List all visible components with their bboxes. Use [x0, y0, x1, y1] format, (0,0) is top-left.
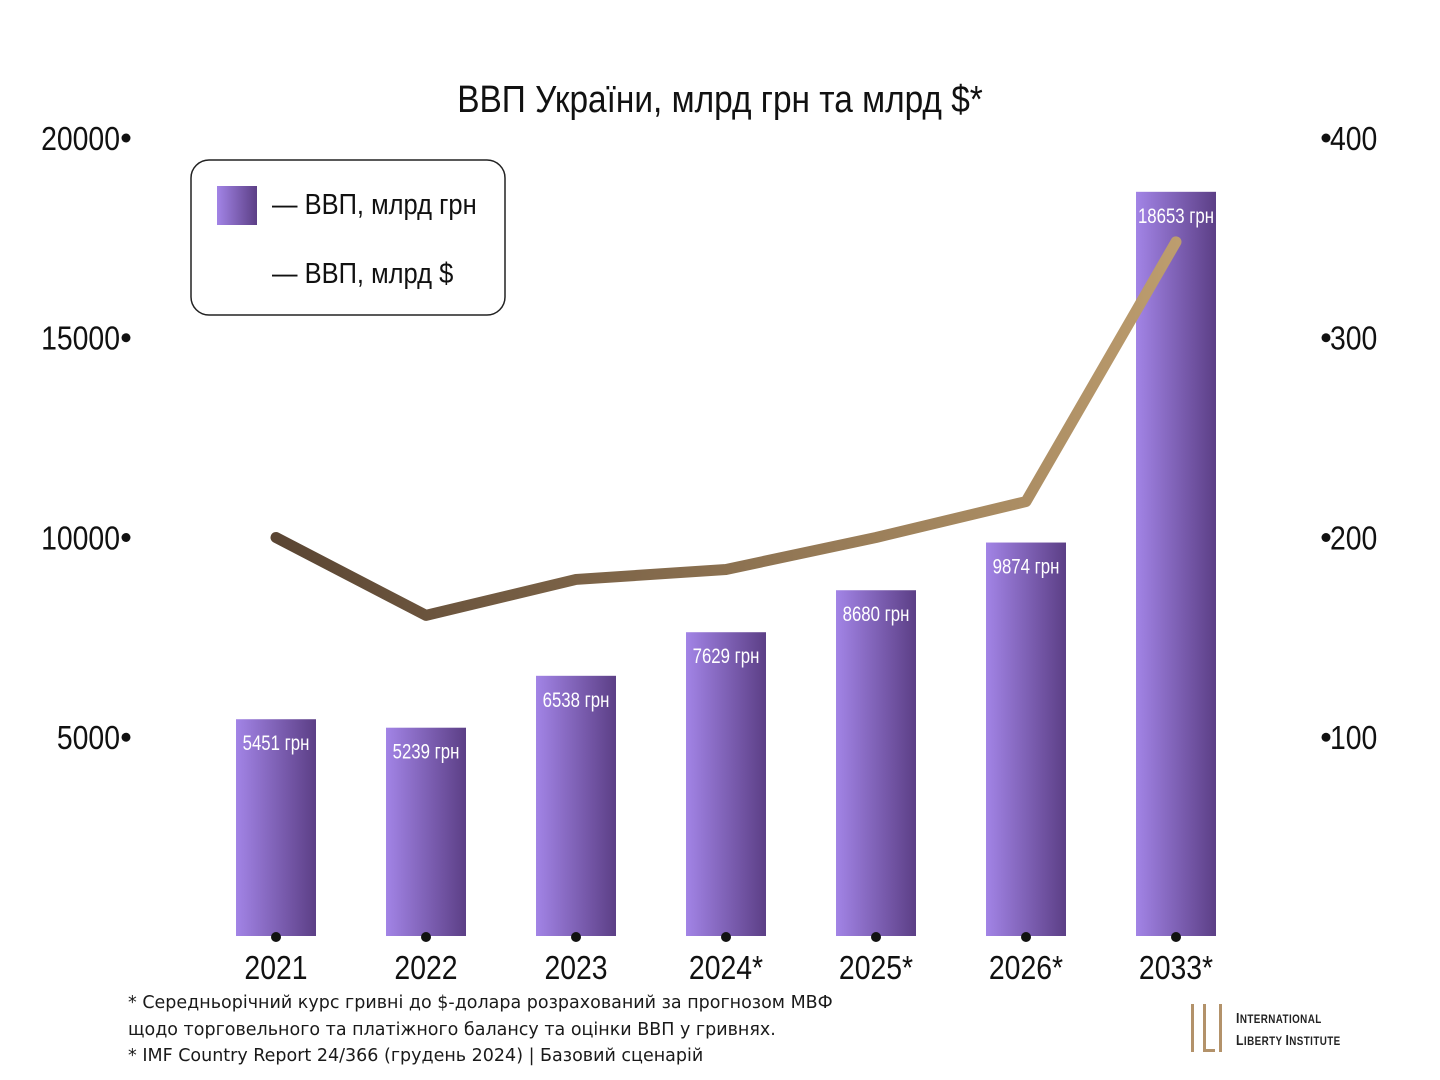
- x-tick-dot: [1171, 932, 1181, 942]
- footnote-line: * Середньорічний курс гривні до $-долара…: [128, 993, 833, 1013]
- right-axis-ticks: 100 200 300 400: [1321, 120, 1377, 757]
- bar: [1136, 191, 1216, 937]
- x-tick-label: 2021: [244, 949, 307, 987]
- bar: [236, 719, 316, 936]
- bar-value-label: 5239 грн: [393, 741, 460, 764]
- bar-series: [236, 191, 1216, 937]
- left-tick-dot: [121, 133, 131, 143]
- bar-value-label: 5451 грн: [243, 733, 310, 756]
- x-tick-dot: [421, 932, 431, 942]
- left-tick-label: 20000: [41, 120, 120, 158]
- x-tick-dot: [1021, 932, 1031, 942]
- right-tick-label: 300: [1330, 320, 1377, 358]
- footnote-line: щодо торговельного та платіжного балансу…: [128, 1019, 776, 1040]
- left-tick-dot: [121, 333, 131, 343]
- bar-value-label: 8680 грн: [843, 604, 910, 627]
- left-tick-dot: [121, 533, 131, 542]
- x-tick-label: 2026*: [989, 949, 1063, 987]
- bar-value-label: 18653 грн: [1138, 205, 1214, 228]
- x-tick-dot: [721, 932, 731, 942]
- footnote-line: * IMF Country Report 24/366 (грудень 202…: [128, 1046, 704, 1066]
- usd-gdp-line: [270, 236, 1182, 621]
- right-tick-label: 100: [1330, 719, 1377, 757]
- bar: [986, 542, 1066, 936]
- left-tick-label: 15000: [41, 320, 120, 358]
- left-tick-label: 5000: [57, 719, 120, 757]
- right-tick-dot: [1321, 333, 1331, 343]
- left-axis-ticks: 5000 10000 15000 20000: [41, 120, 131, 757]
- left-tick-dot: [121, 732, 131, 742]
- x-tick-label: 2023: [544, 949, 607, 987]
- x-tick-label: 2024*: [689, 949, 763, 987]
- footnotes: * Середньорічний курс гривні до $-долара…: [128, 990, 948, 1070]
- legend: — ВВП, млрд грн — ВВП, млрд $: [190, 159, 506, 316]
- x-tick-label: 2022: [394, 949, 457, 987]
- bar-value-label: 6538 грн: [543, 689, 610, 712]
- legend-box: [190, 159, 506, 316]
- right-tick-dot: [1321, 133, 1331, 143]
- bar-value-label: 7629 грн: [693, 646, 760, 669]
- legend-bar-label: — ВВП, млрд грн: [272, 187, 477, 220]
- x-tick-dot: [871, 932, 881, 942]
- right-tick-label: 200: [1330, 519, 1377, 557]
- logo-wordmark: INTERNATIONAL LIBERTY INSTITUTE: [1236, 1010, 1341, 1049]
- right-tick-dot: [1321, 533, 1331, 542]
- bar: [536, 675, 616, 936]
- x-axis-ticks: 2021 2022 2023 2024* 2025* 2026* 2033*: [244, 932, 1213, 987]
- chart-title: ВВП України, млрд грн та млрд $*: [457, 78, 983, 120]
- bar: [686, 632, 766, 936]
- bar-value-labels: 5451 грн 5239 грн 6538 грн 7629 грн 8680 грн…: [243, 205, 1214, 764]
- legend-bar-swatch: [217, 186, 257, 225]
- left-tick-label: 10000: [41, 519, 120, 557]
- right-tick-dot: [1321, 732, 1331, 742]
- line-series: [270, 236, 1182, 621]
- x-tick-dot: [271, 932, 281, 942]
- bar-value-label: 9874 грн: [993, 556, 1060, 579]
- ili-logo-icon: [1191, 1004, 1222, 1052]
- bar: [836, 590, 916, 936]
- institute-logo: INTERNATIONAL LIBERTY INSTITUTE: [1190, 1002, 1390, 1058]
- x-tick-dot: [571, 932, 581, 942]
- right-tick-label: 400: [1330, 120, 1377, 158]
- x-tick-label: 2025*: [839, 949, 913, 987]
- x-tick-label: 2033*: [1139, 949, 1213, 987]
- bar: [386, 727, 466, 936]
- legend-line-label: — ВВП, млрд $: [272, 256, 453, 289]
